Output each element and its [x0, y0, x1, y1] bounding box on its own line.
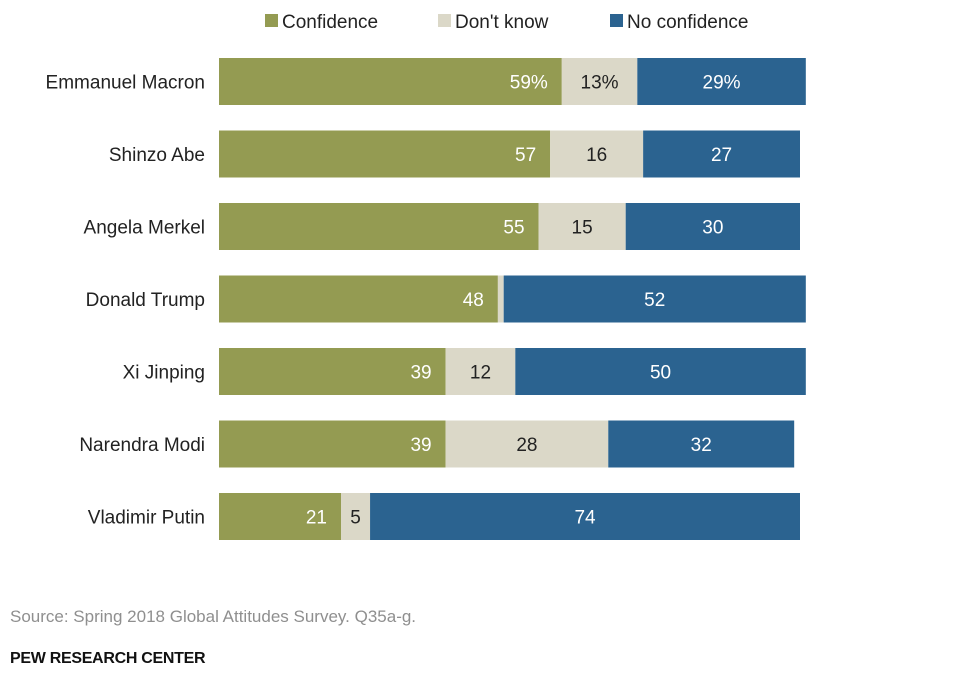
bar-row: Emmanuel Macron 59% 13% 29% — [46, 58, 806, 105]
bar-segment-don-t-know — [561, 58, 638, 105]
bar-segment-no-confidence — [370, 493, 800, 540]
stacked-bar-chart: Confidence Don't know No confidence Emmanu… — [46, 12, 806, 540]
bar-segment-confidence — [219, 493, 342, 540]
bar-segment-no-confidence — [503, 275, 806, 323]
bar-row: Donald Trump 48 52 — [86, 275, 806, 323]
data-label: 28 — [516, 435, 537, 456]
data-label: 50 — [650, 363, 671, 384]
bar-row: Angela Merkel 55 15 30 — [84, 203, 800, 250]
bar-segment-don-t-know — [550, 130, 644, 178]
bar-segment-don-t-know — [341, 493, 371, 540]
legend: Confidence Don't know No confidence — [265, 12, 748, 33]
data-label: 52 — [644, 290, 665, 311]
data-label: 12 — [470, 363, 491, 384]
category-label: Donald Trump — [86, 290, 205, 311]
data-label: 29% — [703, 73, 741, 94]
bar-segment-don-t-know — [445, 420, 609, 468]
category-label: Narendra Modi — [79, 435, 205, 456]
data-label: 15 — [572, 218, 593, 239]
legend-label: Confidence — [282, 12, 378, 33]
category-label: Xi Jinping — [123, 363, 205, 384]
bar-segment-don-t-know — [497, 275, 504, 323]
bar-segment-confidence — [219, 348, 446, 395]
bar-row: Vladimir Putin 21 5 74 — [88, 493, 800, 540]
data-label: 13% — [581, 73, 619, 94]
bar-segment-no-confidence — [643, 130, 800, 178]
bar-segment-no-confidence — [637, 58, 806, 105]
legend-label: Don't know — [455, 12, 549, 33]
bar-segment-confidence — [219, 130, 551, 178]
data-label: 39 — [410, 363, 431, 384]
category-label: Vladimir Putin — [88, 508, 205, 529]
data-label: 59% — [510, 73, 548, 94]
bar-segment-confidence — [219, 203, 539, 250]
legend-swatch-don-t-know — [438, 14, 451, 27]
category-label: Emmanuel Macron — [46, 73, 205, 94]
data-label: 55 — [503, 218, 524, 239]
bar-row: Xi Jinping 39 12 50 — [123, 348, 806, 395]
data-label: 21 — [306, 508, 327, 529]
bar-segment-no-confidence — [515, 348, 806, 395]
data-label: 16 — [586, 145, 607, 166]
category-label: Shinzo Abe — [109, 145, 205, 166]
data-label: 48 — [463, 290, 484, 311]
bar-segment-don-t-know — [445, 348, 516, 395]
bar-row: Narendra Modi 39 28 32 — [79, 420, 795, 468]
bar-segment-no-confidence — [625, 203, 800, 250]
bar-segment-don-t-know — [538, 203, 626, 250]
bar-row: Shinzo Abe 57 16 27 — [109, 130, 800, 178]
legend-label: No confidence — [627, 12, 748, 33]
bar-segment-confidence — [219, 58, 562, 105]
bars: Emmanuel Macron 59% 13% 29% Shinzo Abe 57 16 27… — [46, 58, 806, 540]
data-label: 57 — [515, 145, 536, 166]
bar-segment-confidence — [219, 420, 446, 468]
data-label: 5 — [350, 508, 361, 529]
legend-swatch-no-confidence — [610, 14, 623, 27]
data-label: 32 — [691, 435, 712, 456]
data-label: 74 — [574, 508, 596, 529]
source-note: Source: Spring 2018 Global Attitudes Sur… — [10, 607, 417, 626]
bar-segment-no-confidence — [608, 420, 795, 468]
data-label: 39 — [410, 435, 431, 456]
category-label: Angela Merkel — [84, 218, 205, 239]
data-label: 30 — [702, 218, 723, 239]
bar-segment-confidence — [219, 275, 498, 323]
legend-swatch-confidence — [265, 14, 278, 27]
brand-label: PEW RESEARCH CENTER — [10, 650, 206, 667]
data-label: 27 — [711, 145, 732, 166]
